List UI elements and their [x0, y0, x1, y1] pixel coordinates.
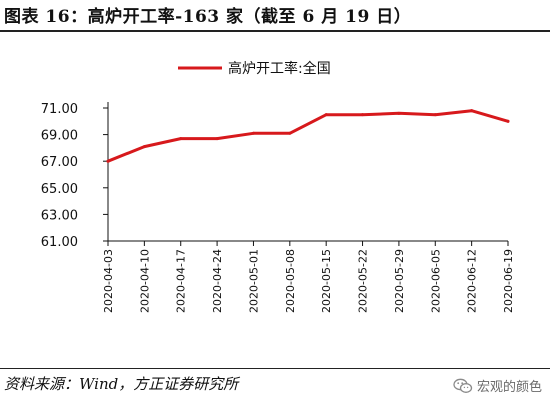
series-line — [106, 109, 510, 163]
data-point — [288, 131, 292, 135]
x-tick-label: 2020-05-01 — [247, 249, 260, 313]
watermark: 宏观的颜色 — [453, 376, 542, 395]
source-note: 资料来源：Wind，方正证券研究所 — [4, 375, 239, 393]
legend: 高炉开工率:全国 — [178, 60, 331, 77]
y-tick-label: 71.00 — [41, 102, 78, 117]
y-tick-label: 67.00 — [41, 155, 78, 170]
data-point — [433, 113, 437, 117]
x-tick-label: 2020-05-15 — [320, 249, 333, 313]
y-tick-label: 61.00 — [41, 235, 78, 250]
x-tick-label: 2020-05-08 — [284, 249, 297, 313]
x-tick-label: 2020-06-19 — [502, 249, 515, 313]
data-point — [251, 131, 255, 135]
x-tick-label: 2020-04-24 — [211, 249, 224, 313]
watermark-text: 宏观的颜色 — [476, 380, 542, 395]
y-tick-label: 63.00 — [41, 208, 78, 223]
x-tick-label: 2020-05-22 — [357, 249, 370, 313]
data-point — [142, 145, 146, 149]
data-point — [470, 109, 474, 113]
data-point — [106, 159, 110, 163]
x-tick-label: 2020-06-05 — [429, 249, 442, 313]
data-point — [506, 119, 510, 123]
data-point — [179, 137, 183, 141]
wechat-icon — [453, 378, 473, 393]
data-point — [215, 137, 219, 141]
x-tick-label: 2020-06-12 — [466, 249, 479, 313]
data-point — [361, 113, 365, 117]
bottom-divider — [0, 368, 550, 369]
line-chart: 高炉开工率:全国 61.0063.0065.0067.0069.0071.00 … — [41, 60, 515, 313]
data-point — [397, 111, 401, 115]
x-tick-label: 2020-04-17 — [175, 249, 188, 313]
x-tick-label: 2020-04-10 — [138, 249, 151, 313]
y-tick-label: 65.00 — [41, 182, 78, 197]
series-layer — [106, 109, 510, 163]
data-point — [324, 113, 328, 117]
y-tick-label: 69.00 — [41, 129, 78, 144]
top-divider — [0, 30, 550, 32]
x-tick-label: 2020-05-29 — [393, 249, 406, 313]
chart-title: 图表 16：高炉开工率-163 家（截至 6 月 19 日） — [4, 7, 412, 27]
legend-label: 高炉开工率:全国 — [228, 60, 331, 77]
x-tick-label: 2020-04-03 — [102, 249, 115, 313]
x-axis: 2020-04-03 2020-04-10 2020-04-17 2020-04-24… — [102, 240, 515, 313]
y-axis: 61.00 63.00 65.00 67.00 69.00 71.00 — [41, 102, 109, 250]
